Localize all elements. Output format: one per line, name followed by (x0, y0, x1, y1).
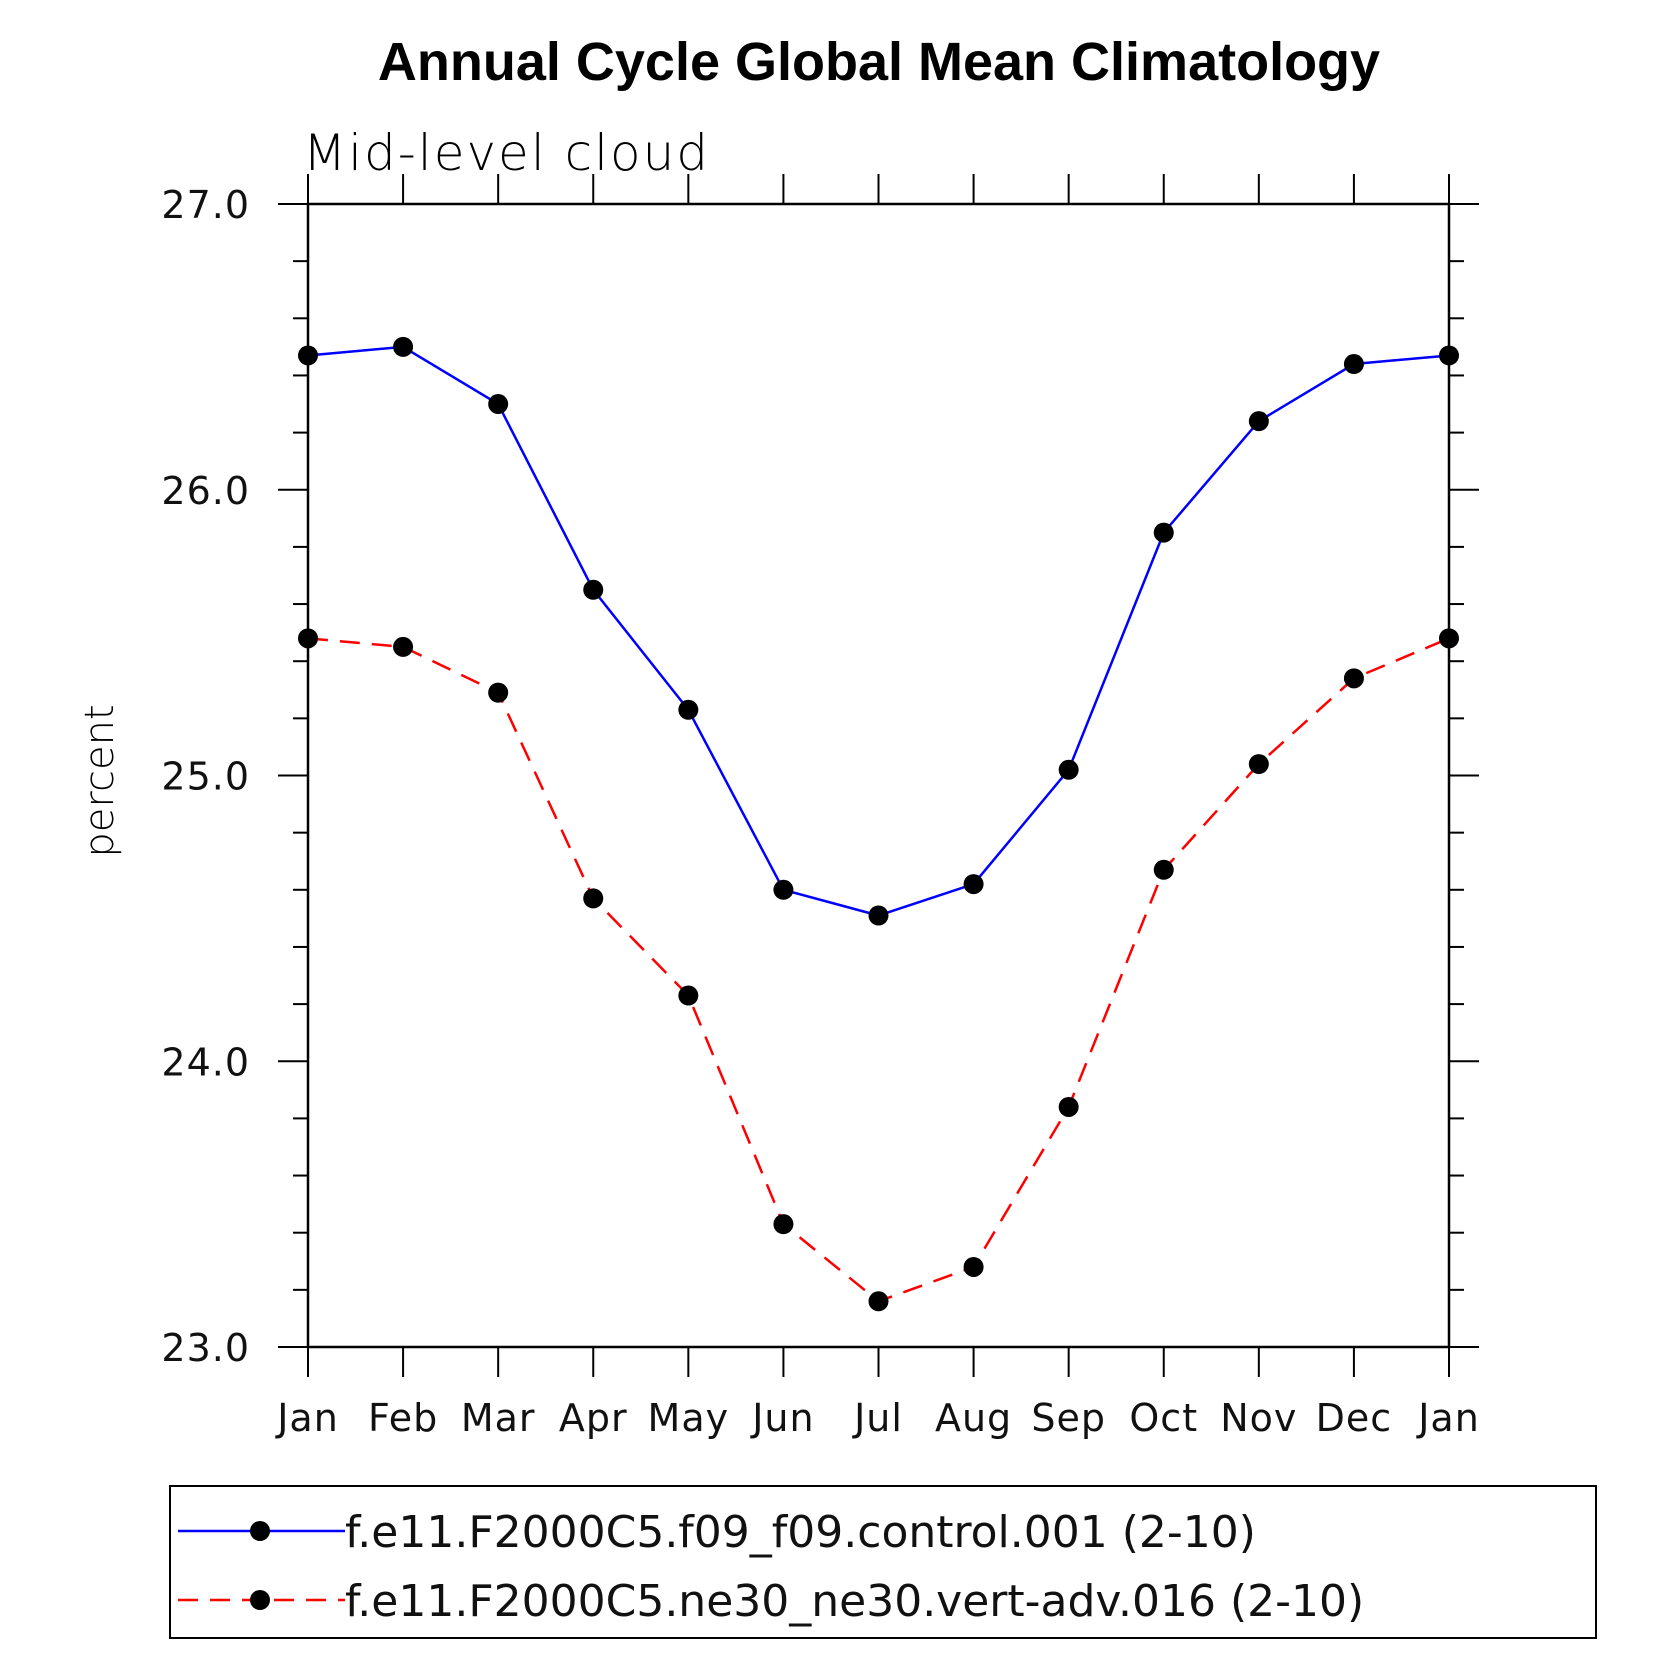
y-tick-label: 26.0 (161, 469, 250, 513)
series-1-point (1058, 1096, 1079, 1117)
x-tick-label: Dec (1316, 1396, 1393, 1440)
series-1-point (868, 1291, 889, 1312)
x-tick-label: Apr (559, 1396, 628, 1440)
series-0-point (1439, 345, 1459, 366)
x-tick-label: Jul (852, 1396, 903, 1440)
plot-axes (306, 202, 1451, 1349)
chart-subtitle: Mid-level cloud (303, 124, 710, 182)
y-axis-label: percent (77, 704, 123, 857)
x-tick-label: Nov (1220, 1396, 1297, 1440)
x-tick-label: Feb (368, 1396, 438, 1440)
x-tick-label: Sep (1031, 1396, 1106, 1440)
series-1-point (678, 985, 699, 1006)
series-0-point (1343, 354, 1364, 375)
x-tick-label: Jun (750, 1396, 814, 1440)
series-1-point (963, 1256, 984, 1277)
x-tick-label: Mar (461, 1396, 536, 1440)
legend: f.e11.F2000C5.f09_f09.control.001 (2-10)… (169, 1485, 1597, 1639)
series-0-point (1248, 411, 1269, 432)
y-tick-label: 23.0 (161, 1326, 250, 1370)
legend-marker-vert-adv (250, 1590, 270, 1610)
series-1-point (1248, 754, 1269, 775)
series-0-point (773, 879, 794, 900)
series-0-point (393, 336, 414, 357)
x-tick-label: Oct (1129, 1396, 1198, 1440)
x-tick-label: May (648, 1396, 730, 1440)
chart-title: Annual Cycle Global Mean Climatology (378, 32, 1380, 92)
series-1-point (1439, 628, 1459, 649)
series-1-point (583, 888, 604, 909)
series-0-point (583, 579, 604, 600)
x-axis-ticks: Jan Feb Mar Apr May Jun Jul Aug Sep Oct Nov Dec Jan (275, 174, 1480, 1440)
plot-frame (306, 202, 1451, 1349)
series-0-point (1153, 522, 1174, 543)
legend-marker-control (250, 1521, 270, 1541)
series-0-point (488, 394, 509, 415)
y-tick-label: 27.0 (161, 183, 250, 227)
series-line-0 (307, 345, 1450, 917)
y-tick-label: 24.0 (161, 1040, 250, 1084)
series-1-point (773, 1214, 794, 1235)
series-1-point (393, 636, 414, 657)
series-0-point (868, 905, 889, 926)
y-axis-ticks: 23.0 24.0 25.0 26.0 27.0 (161, 183, 1479, 1370)
legend-box (169, 1485, 1597, 1639)
series-0-point (1058, 759, 1079, 780)
legend-label-vert-adv: f.e11.F2000C5.ne30_ne30.vert-adv.016 (2-… (345, 1576, 1364, 1627)
series-line-1 (307, 637, 1450, 1303)
series-0-point (298, 345, 318, 366)
series-1-point (1343, 668, 1364, 689)
legend-label-control: f.e11.F2000C5.f09_f09.control.001 (2-10) (345, 1507, 1256, 1558)
series-1-point (488, 682, 509, 703)
y-tick-label: 25.0 (161, 755, 250, 799)
series-0-point (678, 699, 699, 720)
x-tick-label: Jan (275, 1396, 339, 1440)
series-layer (298, 336, 1459, 1312)
series-1-point (1153, 859, 1174, 880)
series-1-point (298, 628, 318, 649)
series-0-point (963, 874, 984, 895)
x-tick-label: Aug (935, 1396, 1012, 1440)
x-tick-label: Jan (1416, 1396, 1480, 1440)
